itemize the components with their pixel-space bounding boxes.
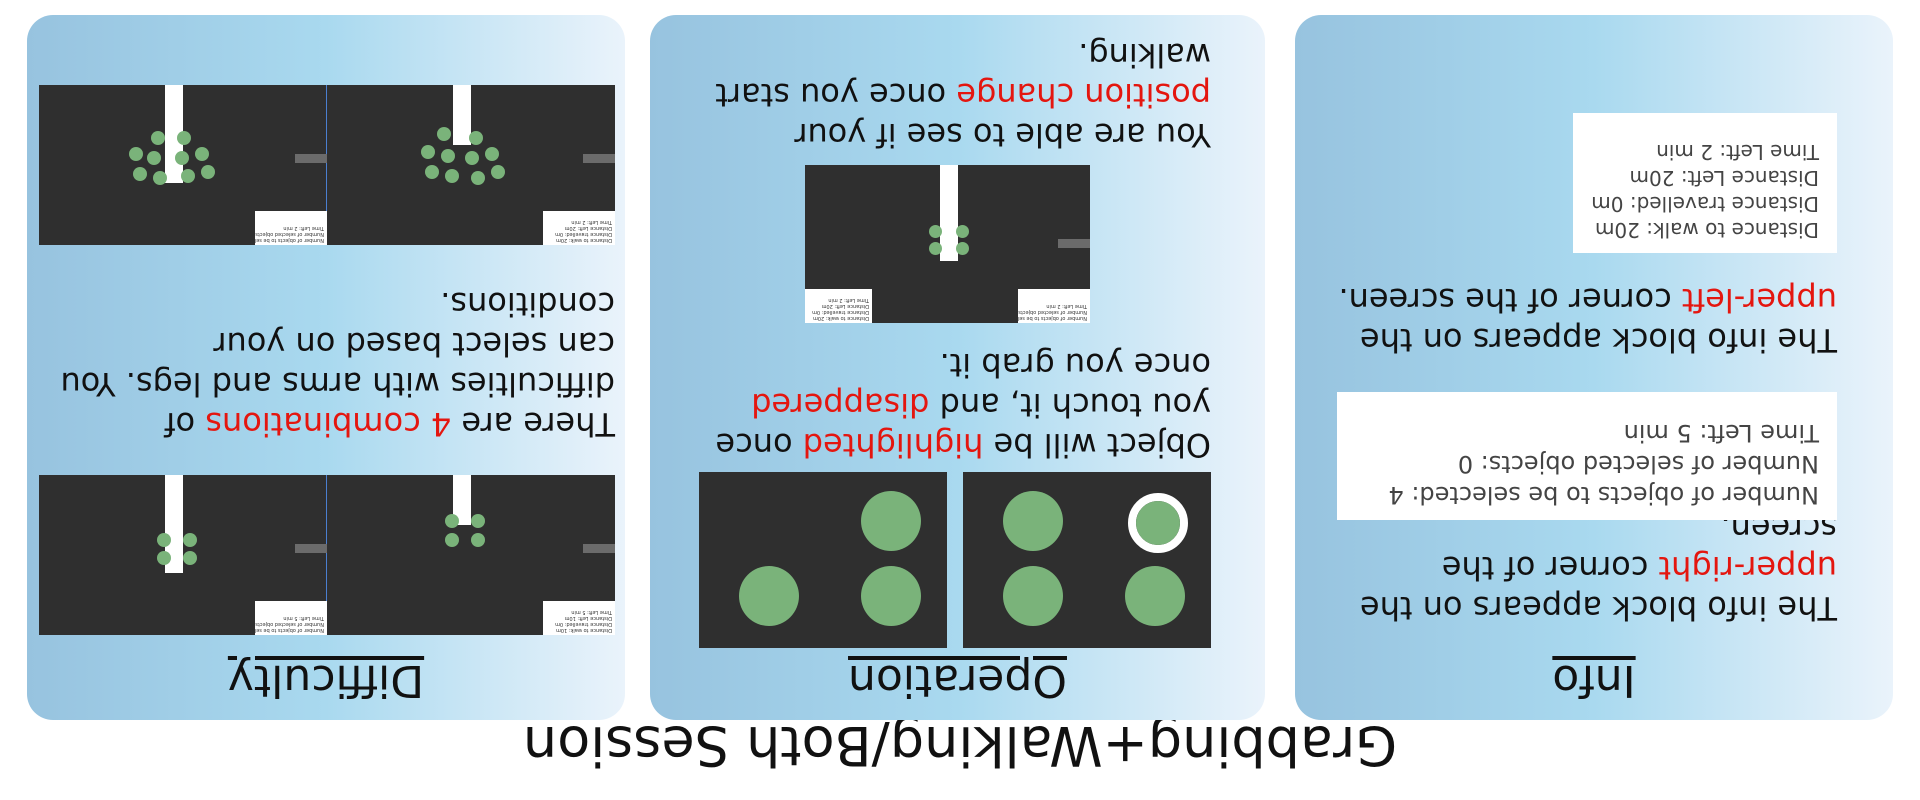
object: [151, 131, 165, 145]
object: [1003, 491, 1063, 551]
object: [471, 171, 485, 185]
mini-info: Number of objects to be selected: 4Numbe…: [255, 601, 327, 635]
object: [1003, 566, 1063, 626]
object: [956, 242, 969, 255]
panel-operation-title: Operation: [848, 655, 1067, 706]
mini-info: Number of objects to be selected: 10Numb…: [255, 211, 327, 245]
panel-difficulty-title: Difficulty: [227, 655, 425, 706]
info-text-upper-left: The info block appears on the upper-left…: [1338, 281, 1837, 359]
object: [861, 491, 921, 551]
object: [471, 514, 485, 528]
walking-tab: [1058, 239, 1090, 248]
panel-difficulty: Difficulty Distance to walk: 10m Distance…: [27, 15, 625, 720]
slide-title: Grabbing+Walking/Both Session: [522, 714, 1398, 777]
object: [471, 533, 485, 547]
object: [133, 167, 147, 181]
object: [157, 533, 171, 547]
objects-disappear-screen: [699, 472, 947, 648]
object: [201, 165, 215, 179]
info-text-upper-right: The info block appears on the upper-righ…: [1359, 509, 1837, 627]
object: [183, 533, 197, 547]
object: [1125, 566, 1185, 626]
object: [485, 147, 499, 161]
object: [739, 566, 799, 626]
difficulty-text: There are 4 combinations of difficulties…: [60, 285, 615, 443]
object: [147, 151, 161, 165]
object: [153, 171, 167, 185]
object: [175, 151, 189, 165]
object: [425, 165, 439, 179]
object: [157, 551, 171, 565]
walking-screen: Number of objects to be selected: 4Numbe…: [805, 165, 1090, 323]
object-highlighted: [1136, 501, 1180, 545]
object: [465, 151, 479, 165]
panel-info-title: Info: [1552, 655, 1636, 706]
walking-tab: [583, 154, 615, 163]
walking-tab: [295, 154, 327, 163]
object: [437, 127, 451, 141]
object: [181, 169, 195, 183]
difficulty-screen-2: Number of objects to be selected: 4Numbe…: [39, 475, 327, 635]
walking-tab: [295, 544, 327, 553]
object: [177, 131, 191, 145]
objects-highlight-screen: [963, 472, 1211, 648]
object: [445, 514, 459, 528]
object: [929, 225, 942, 238]
operation-text-grab: Object will be highlighted once you touc…: [715, 346, 1211, 464]
object: [956, 225, 969, 238]
object: [469, 131, 483, 145]
object: [491, 165, 505, 179]
info-block-distance: Distance to walk: 20m Distance travelled…: [1573, 113, 1837, 253]
mini-info: Distance to walk: 10m Distance travelled:…: [543, 601, 615, 635]
info-block-objects: Number of objects to be selected: 4 Numb…: [1337, 392, 1837, 520]
object: [183, 551, 197, 565]
object: [861, 566, 921, 626]
mini-info-distance: Distance to walk: 20m Distance travelled:…: [805, 289, 872, 323]
difficulty-screen-1: Distance to walk: 10m Distance travelled:…: [327, 475, 615, 635]
object: [445, 169, 459, 183]
panel-operation: Operation Object will be highlighted onc…: [650, 15, 1265, 720]
object: [129, 147, 143, 161]
object: [929, 242, 942, 255]
object: [445, 533, 459, 547]
object: [195, 147, 209, 161]
object: [421, 145, 435, 159]
operation-text-walk: You are able to see if your position cha…: [715, 36, 1211, 154]
mini-info: Distance to walk: 20m Distance travelled:…: [543, 211, 615, 245]
object: [441, 149, 455, 163]
mini-info-objects: Number of objects to be selected: 4Numbe…: [1018, 289, 1090, 323]
difficulty-screen-3: Distance to walk: 20m Distance travelled:…: [327, 85, 615, 245]
difficulty-screen-4: Number of objects to be selected: 10Numb…: [39, 85, 327, 245]
walking-tab: [583, 544, 615, 553]
panel-info: Info The info block appears on the upper…: [1295, 15, 1893, 720]
